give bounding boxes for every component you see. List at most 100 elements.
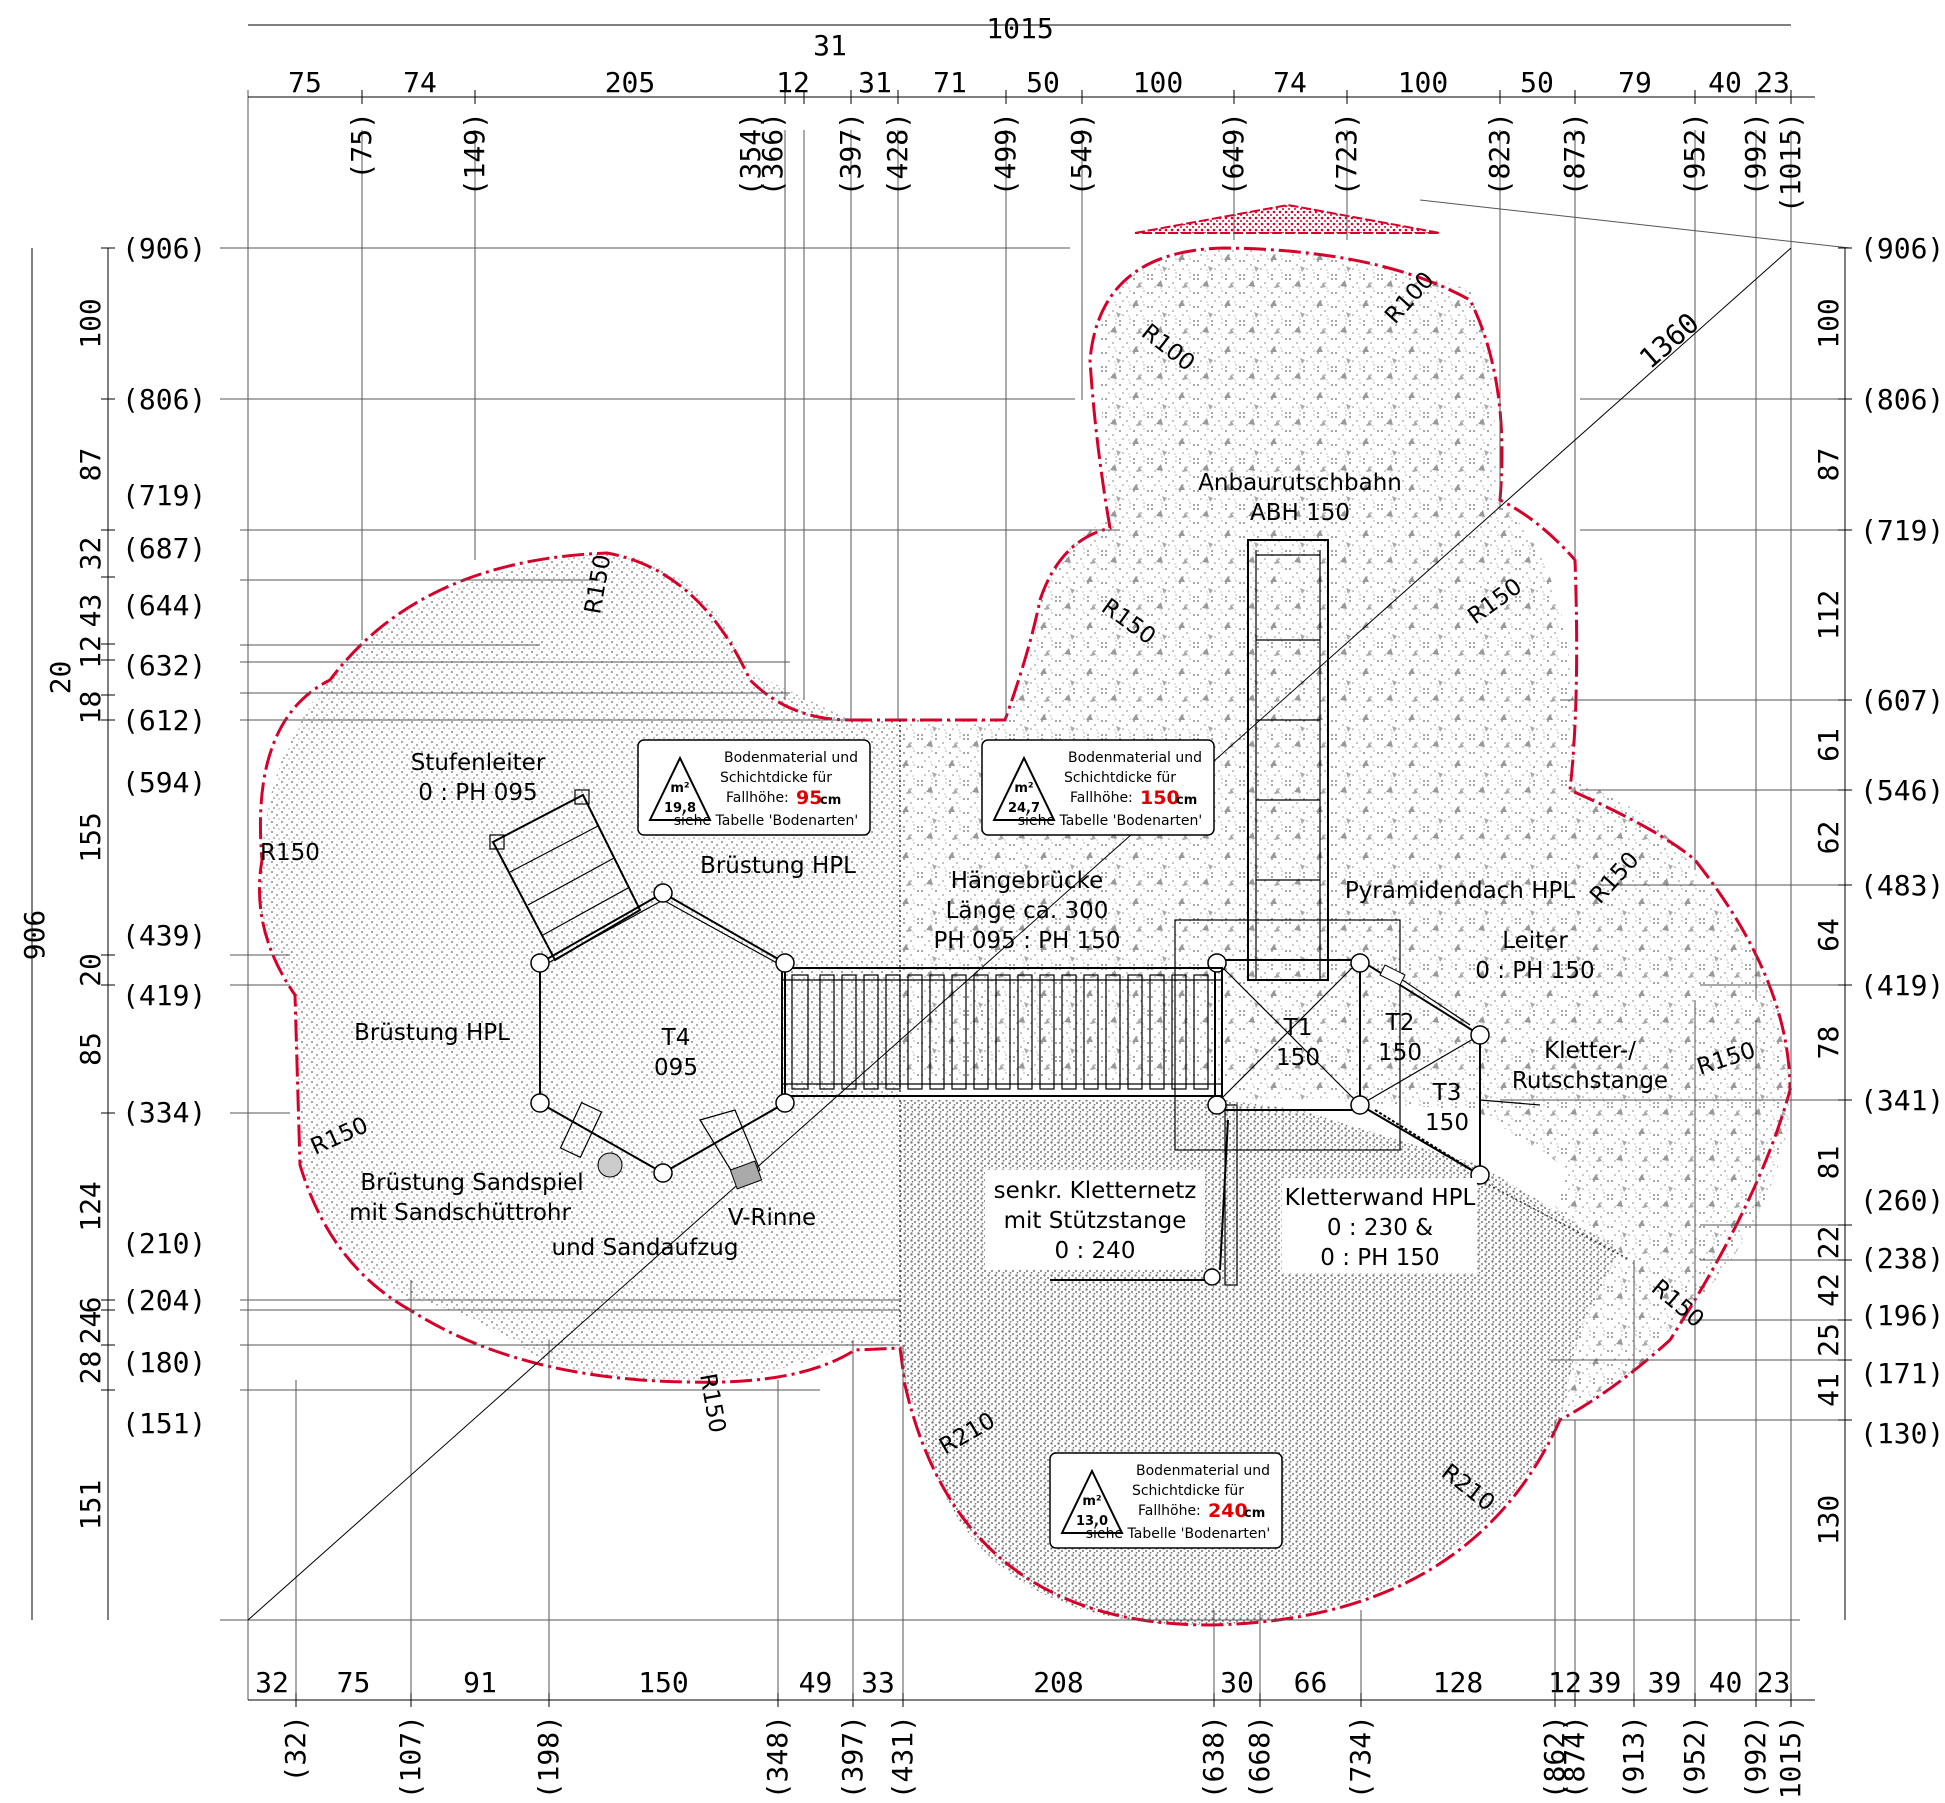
right-segment-10: 25 [1812, 1323, 1845, 1357]
left-segment-11: 6 [74, 1297, 107, 1314]
info-note-2: siehe Tabelle 'Bodenarten' [1086, 1526, 1270, 1542]
bottom-segment-0: 32 [255, 1666, 289, 1699]
left-segment-13: 28 [74, 1351, 107, 1385]
label-t4-ph: 095 [654, 1055, 698, 1081]
top-segment-9: 74 [1273, 66, 1307, 99]
top-position-11: (873) [1558, 112, 1591, 196]
top-position-0: (75) [345, 112, 378, 179]
right-position-8: (260) [1860, 1184, 1944, 1217]
bottom-segment-13: 40 [1709, 1666, 1743, 1699]
overall-width: 1015 [986, 12, 1053, 45]
left-segment-2: 32 [74, 537, 107, 571]
bottom-position-0: (32) [279, 1715, 312, 1782]
label-haengebruecke-laenge: Länge ca. 300 [946, 898, 1109, 924]
safety-boundary [257, 246, 1792, 1627]
label-sandaufzug: und Sandaufzug [552, 1235, 739, 1261]
bottom-position-2: (198) [532, 1715, 565, 1799]
left-position-10: (334) [122, 1096, 206, 1129]
top-position-5: (428) [881, 112, 914, 196]
right-position-12: (130) [1860, 1417, 1944, 1450]
label-kletterstange: Kletter-/ [1544, 1038, 1636, 1064]
top-position-1: (149) [458, 112, 491, 196]
right-position-2: (719) [1860, 514, 1944, 547]
right-position-11: (171) [1860, 1357, 1944, 1390]
left-position-6: (612) [122, 704, 206, 737]
top-segment-12: 79 [1618, 66, 1652, 99]
label-t2-ph: 150 [1378, 1040, 1422, 1066]
info-height-1: 150 [1140, 787, 1180, 809]
info-unit-0: m² [670, 781, 689, 796]
bottom-position-12: (952) [1678, 1715, 1711, 1799]
bottom-position-5: (431) [886, 1715, 919, 1799]
right-segment-9: 42 [1812, 1273, 1845, 1307]
info-unit-cm-1: cm [1176, 793, 1197, 808]
left-position-5: (632) [122, 649, 206, 682]
info-label-1: Fallhöhe: [1070, 790, 1133, 806]
slide-exit-marker [1134, 203, 1441, 234]
left-segment-4: 12 [74, 635, 107, 669]
left-segment-1: 87 [74, 448, 107, 482]
info-text2-0: Schichtdicke für [720, 770, 832, 786]
label-haengebruecke-ph: PH 095 : PH 150 [933, 928, 1120, 954]
right-position-9: (238) [1860, 1242, 1944, 1275]
top-segment-4: 31 [813, 29, 847, 62]
bottom-segment-14: 23 [1757, 1666, 1791, 1699]
top-position-3: (366) [756, 112, 789, 196]
top-segment-7: 50 [1026, 66, 1060, 99]
left-segment-7: 155 [74, 812, 107, 863]
bottom-position-7: (668) [1243, 1715, 1276, 1799]
info-unit-1: m² [1014, 781, 1033, 796]
info-text1-1: Bodenmaterial und [1068, 750, 1202, 766]
right-segment-7: 81 [1812, 1146, 1845, 1180]
label-sandschuettrohr: mit Sandschüttrohr [349, 1200, 571, 1226]
left-segment-3: 43 [74, 594, 107, 628]
label-kletterwand-h2: 0 : PH 150 [1320, 1245, 1439, 1271]
info-note-1: siehe Tabelle 'Bodenarten' [1018, 813, 1202, 829]
label-sandspiel: Brüstung Sandspiel [360, 1170, 583, 1196]
bottom-segment-8: 66 [1294, 1666, 1328, 1699]
left-segment-8: 20 [74, 953, 107, 987]
right-segment-labels: 100 87 112 61 62 64 78 81 22 42 25 41 130 [1812, 298, 1845, 1545]
right-segment-2: 112 [1812, 590, 1845, 641]
info-area-2: 13,0 [1076, 1514, 1108, 1529]
left-position-4: (644) [122, 589, 206, 622]
bottom-position-14: (1015) [1774, 1715, 1807, 1803]
net-label-box: senkr. Kletternetz mit Stützstange 0 : 2… [985, 1170, 1205, 1270]
top-position-labels: (75) (149) (354)(366) (397) (428) (499) (549) (… [345, 90, 1807, 213]
right-segment-4: 62 [1812, 821, 1845, 855]
bottom-segment-1: 75 [337, 1666, 371, 1699]
bottom-position-6: (638) [1197, 1715, 1230, 1799]
left-position-14: (151) [122, 1407, 206, 1440]
overall-height: 906 [18, 910, 51, 961]
label-t3: T3 [1432, 1080, 1462, 1106]
bottom-position-10: (874) [1558, 1715, 1591, 1799]
right-position-6: (419) [1860, 969, 1944, 1002]
top-position-8: (649) [1217, 112, 1250, 196]
right-segment-6: 78 [1812, 1026, 1845, 1060]
bottom-segment-10: 12 [1548, 1666, 1582, 1699]
label-haengebruecke: Hängebrücke [951, 868, 1104, 894]
right-position-3: (607) [1860, 684, 1944, 717]
bottom-position-9: (862) [1538, 1715, 1571, 1799]
suspension-bridge [781, 967, 1223, 1097]
zone-separator-2 [1479, 1179, 1631, 1261]
bottom-position-8: (734) [1344, 1715, 1377, 1799]
info-box-95: m² 19,8 Bodenmaterial und Schichtdicke für F… [637, 739, 871, 836]
info-text2-1: Schichtdicke für [1064, 770, 1176, 786]
top-position-12: (952) [1678, 112, 1711, 196]
right-position-0: (906) [1860, 232, 1944, 265]
bottom-segment-11: 39 [1588, 1666, 1622, 1699]
top-position-10: (823) [1483, 112, 1516, 196]
label-bruestung-top: Brüstung HPL [700, 853, 856, 879]
top-segment-6: 71 [933, 66, 967, 99]
info-unit-cm-2: cm [1244, 1506, 1265, 1521]
left-position-0: (906) [122, 232, 206, 265]
right-position-labels: (906) (806) (719) (607) (546) (483) (419) (341)… [1838, 232, 1944, 1450]
bottom-position-1: (107) [394, 1715, 427, 1799]
left-segment-9: 85 [74, 1032, 107, 1066]
top-segment-0: 75 [288, 66, 322, 99]
top-segment-2: 205 [605, 66, 656, 99]
